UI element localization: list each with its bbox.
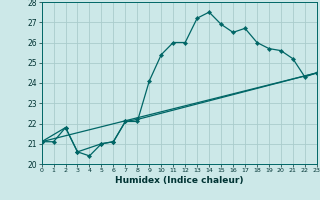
X-axis label: Humidex (Indice chaleur): Humidex (Indice chaleur) [115, 176, 244, 185]
